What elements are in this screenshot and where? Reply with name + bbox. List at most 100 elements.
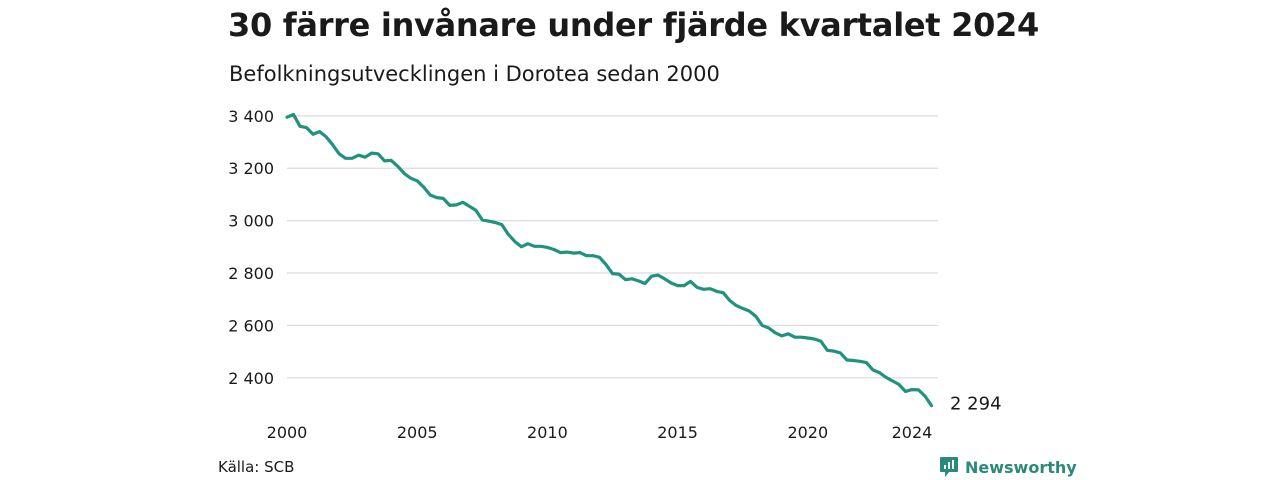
data-point (682, 284, 686, 287)
data-point (813, 337, 816, 341)
brand[interactable]: Newsworthy (939, 456, 1077, 478)
data-point (930, 404, 933, 407)
data-point (689, 280, 692, 283)
data-point (539, 245, 543, 248)
data-point (774, 331, 777, 335)
data-point (754, 314, 757, 318)
data-point (806, 336, 810, 340)
data-point (546, 246, 549, 249)
data-point (494, 221, 497, 224)
data-point (897, 383, 901, 386)
chart-title: 30 färre invånare under fjärde kvartalet… (228, 6, 1039, 44)
data-point (637, 279, 640, 283)
data-point (598, 255, 601, 259)
data-point (891, 379, 894, 383)
data-point (708, 287, 712, 291)
data-point (461, 201, 465, 204)
data-point (487, 219, 491, 223)
data-point (409, 176, 413, 180)
x-axis-ticks: 2000 2005 2010 2015 2020 2024 (267, 423, 933, 442)
source-note: Källa: SCB (218, 458, 295, 476)
data-point (363, 155, 367, 159)
data-point (923, 394, 927, 398)
data-point (852, 359, 855, 362)
data-point (871, 368, 875, 372)
data-point (520, 245, 523, 249)
data-point (533, 245, 536, 248)
data-point (565, 250, 569, 254)
data-point (832, 349, 836, 353)
data-point (676, 284, 679, 287)
data-point (715, 290, 718, 293)
y-tick-label: 2 600 (228, 316, 274, 335)
data-point (507, 233, 510, 236)
x-tick-label: 2015 (657, 423, 698, 442)
data-point (826, 349, 829, 352)
y-tick-label: 3 200 (228, 159, 274, 178)
data-point (591, 254, 595, 257)
data-point (389, 159, 393, 162)
x-tick-label: 2010 (527, 423, 568, 442)
data-point (344, 157, 347, 160)
data-point (839, 351, 842, 355)
data-point (331, 143, 334, 146)
data-point (415, 179, 419, 183)
data-point (904, 390, 907, 393)
data-point (741, 307, 744, 310)
data-point (728, 299, 731, 302)
data-point (402, 172, 406, 175)
data-point (884, 376, 888, 379)
end-label-layer: 2 294 (950, 394, 1002, 415)
y-tick-label: 3 000 (228, 212, 274, 231)
data-point (656, 273, 660, 277)
data-point (780, 334, 784, 338)
data-point (376, 152, 380, 156)
data-point (481, 218, 484, 222)
data-point (858, 360, 862, 363)
data-point (357, 153, 360, 157)
data-point (630, 277, 634, 281)
data-point (448, 204, 452, 207)
data-point (917, 388, 920, 392)
data-point (669, 281, 673, 285)
data-point (721, 291, 725, 295)
data-point (324, 135, 328, 139)
data-point (910, 388, 914, 391)
data-point (559, 251, 562, 254)
data-point (298, 125, 302, 128)
y-tick-label: 3 400 (228, 107, 274, 126)
data-point (513, 240, 517, 243)
data-point (663, 277, 666, 281)
data-point (350, 157, 354, 160)
end-value-label: 2 294 (950, 394, 1002, 415)
x-tick-label: 2020 (787, 423, 828, 442)
series-layer (285, 112, 934, 408)
data-point (650, 274, 653, 278)
data-point (572, 251, 575, 255)
x-tick-label: 2000 (267, 423, 308, 442)
data-point (383, 159, 386, 163)
brand-name: Newsworthy (965, 457, 1077, 477)
newsworthy-logo-icon (940, 457, 958, 477)
data-point (845, 358, 849, 362)
data-point (474, 208, 478, 212)
data-point (767, 326, 770, 330)
data-point (624, 278, 627, 281)
data-point (611, 272, 614, 275)
chart-subtitle: Befolkningsutvecklingen i Dorotea sedan … (229, 62, 720, 86)
data-point (311, 132, 315, 136)
data-point (526, 242, 530, 245)
data-point (370, 151, 373, 155)
data-point (643, 282, 647, 285)
y-tick-label: 2 400 (228, 369, 274, 388)
y-tick-label: 2 800 (228, 264, 274, 283)
data-point (585, 254, 588, 257)
data-point (747, 309, 751, 313)
data-point (865, 361, 868, 364)
data-point (793, 335, 797, 339)
data-point (800, 335, 803, 339)
data-point (760, 324, 764, 327)
data-point (787, 332, 790, 336)
data-point (819, 339, 823, 343)
